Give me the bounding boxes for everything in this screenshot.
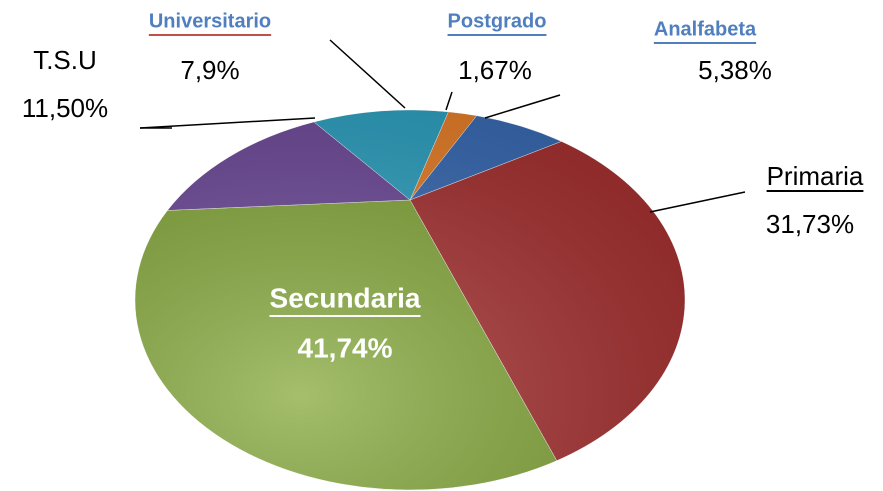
slice-label: Universitario (149, 10, 271, 32)
value-label: 41,74% (298, 332, 393, 363)
value-label: 11,50% (22, 93, 108, 123)
slice-label: T.S.U (33, 45, 97, 75)
slice-label: Primaria (767, 161, 864, 191)
labels: Postgrado 1,67% Analfabeta 5,38% Primaria 31,… (22, 10, 864, 363)
slice-label: Secundaria (270, 282, 421, 313)
slice-label: Analfabeta (654, 18, 757, 40)
value-label: 5,38% (698, 55, 772, 85)
leader-line (445, 91, 453, 111)
value-label: 7,9% (180, 55, 239, 85)
value-label: 31,73% (766, 209, 854, 239)
leader-line (139, 117, 316, 129)
leader-line (484, 94, 561, 119)
leader-line (649, 191, 746, 213)
leader-line (329, 39, 406, 109)
slice-label: Postgrado (448, 10, 547, 32)
value-label: 1,67% (458, 55, 532, 85)
